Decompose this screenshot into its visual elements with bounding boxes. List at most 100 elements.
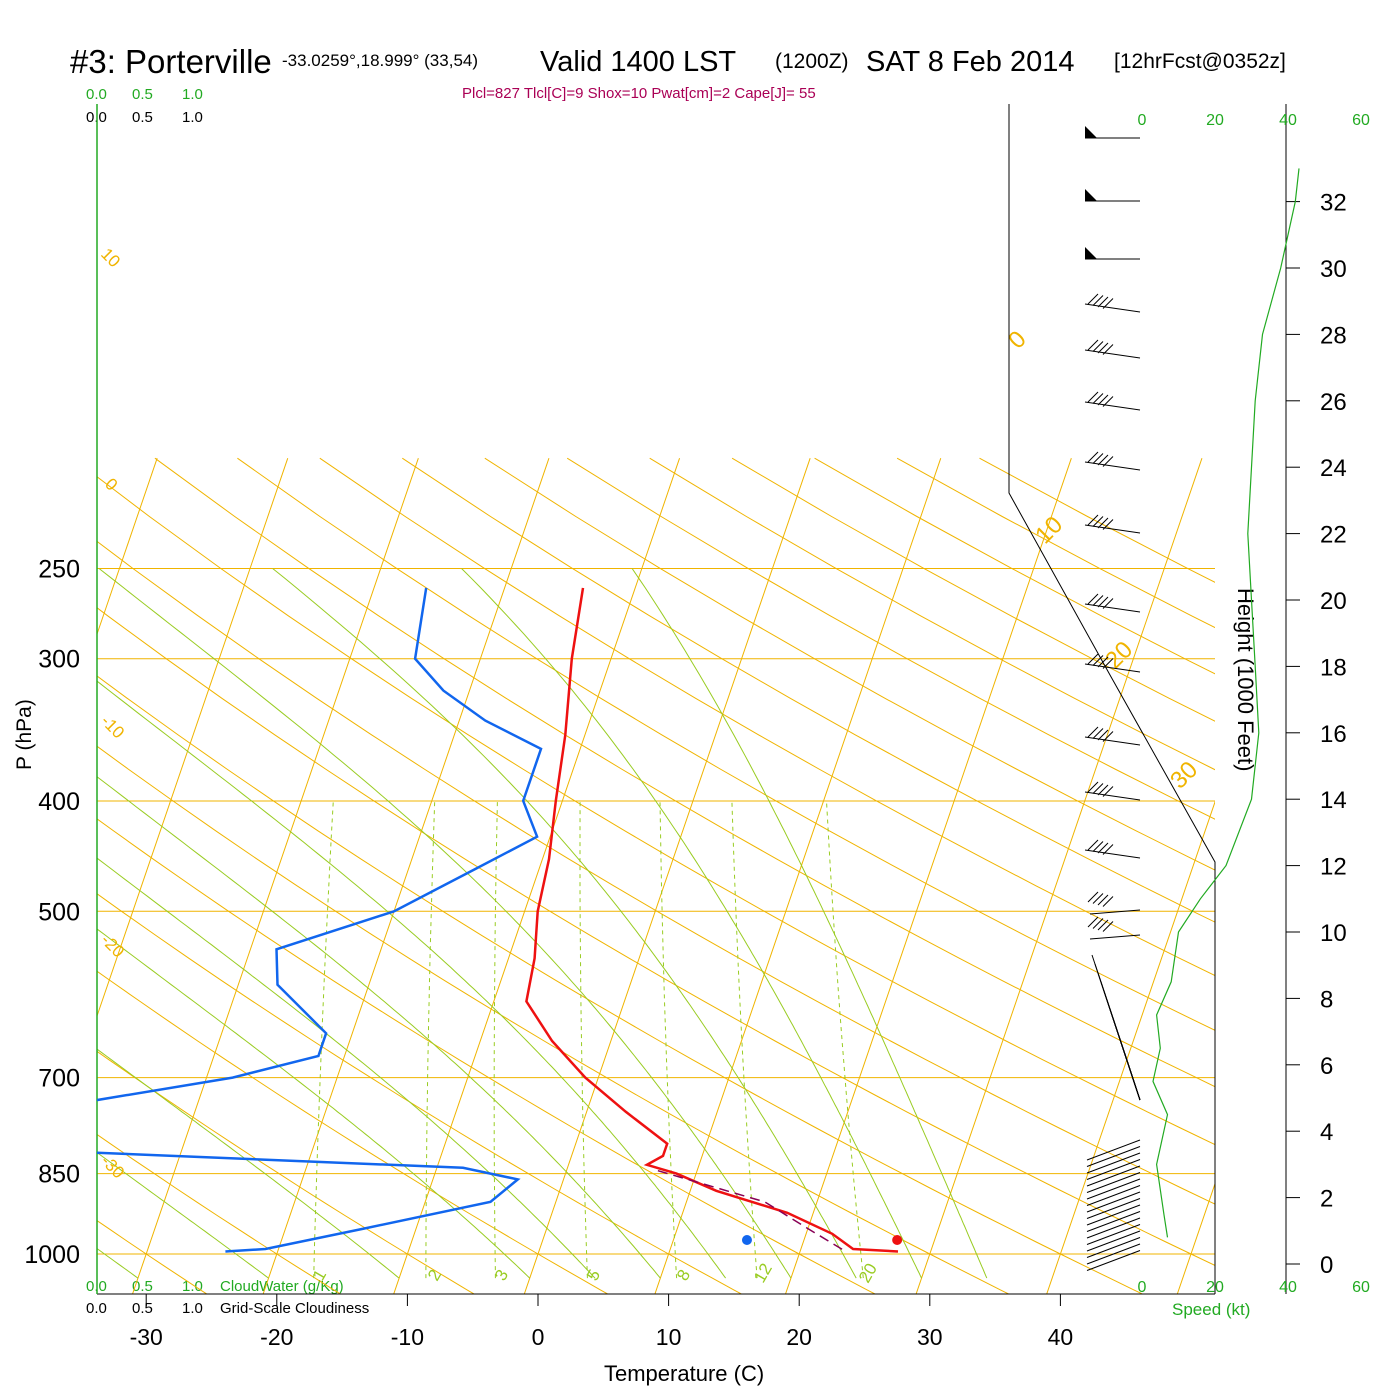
wind-barb-feather: [1097, 729, 1109, 741]
temperature-line: [525, 587, 899, 1253]
wind-barb-feather: [1097, 656, 1109, 668]
wind-barb-feather: [1102, 658, 1114, 669]
mixing-ratio-label: 2: [424, 1266, 445, 1284]
wind-barb-pennant: [1085, 189, 1097, 201]
isotherm-label: 30: [1165, 756, 1203, 794]
station-title: #3: Porterville: [70, 43, 272, 80]
pressure-tick-label: 1000: [24, 1241, 80, 1269]
wind-barb: [1084, 849, 1141, 859]
plot-frame: [97, 104, 1216, 1295]
mixing-ratio-line: [579, 800, 588, 1279]
mixing-ratio-line: [826, 800, 864, 1279]
dry-adiabat-line: [97, 745, 1010, 1294]
dry-adiabat-line: [97, 476, 1215, 1146]
isotherm-label: 0: [1003, 326, 1032, 355]
wind-barb: [1084, 303, 1141, 313]
wind-barb-feather: [1102, 731, 1114, 742]
cloudwater-tick-bottom: 0.5: [132, 1278, 153, 1295]
isotherm-line: [915, 458, 1203, 1294]
wind-barb-feather: [1087, 726, 1099, 738]
wind-barb: [1086, 1152, 1141, 1174]
wind-barb: [1084, 524, 1141, 534]
temperature-tick-label: -10: [391, 1324, 424, 1350]
wind-barb: [1086, 1250, 1141, 1271]
cloudwater-label: CloudWater (g/Kg): [220, 1278, 344, 1295]
wind-barb-feather: [1102, 396, 1114, 407]
pressure-axis: 250 300 400 500 700 850 1000: [24, 556, 80, 1269]
wind-barb-feather: [1102, 896, 1114, 907]
wind-speed-line: [1152, 168, 1300, 1238]
wind-barb: [1089, 934, 1141, 940]
moist-adiabat-line: [97, 1151, 269, 1279]
wind-barb-feather: [1097, 296, 1109, 308]
speed-axis-label: Speed (kt): [1172, 1300, 1250, 1319]
speed-tick-label-bottom: 40: [1279, 1279, 1297, 1296]
dewpoint-line: [97, 587, 543, 1253]
wind-barb: [1086, 1178, 1141, 1200]
mixing-ratio-line: [493, 800, 498, 1279]
wind-barb-feather: [1092, 841, 1104, 852]
pressure-tick-label: 400: [38, 788, 80, 816]
wind-barb-feather: [1097, 517, 1109, 529]
forecast-info: [12hrFcst@0352z]: [1114, 50, 1286, 73]
moist-adiabat-line: [461, 568, 922, 1279]
cloud-scale-bottom: 0.0 0.5 1.0 CloudWater (g/Kg) 0.0 0.5 1.…: [86, 1278, 369, 1317]
isotherm-line: [1046, 800, 1215, 1294]
cloudwater-tick-top: 0.0: [86, 86, 107, 103]
height-tick-label: 10: [1320, 920, 1347, 947]
wind-barb: [1089, 909, 1141, 915]
wind-barb: [1086, 1159, 1141, 1180]
wind-barb-feather: [1087, 391, 1099, 403]
wind-barb: [1086, 1243, 1141, 1265]
dry-adiabat-line: [566, 457, 1215, 820]
dry-adiabat-line: [97, 1133, 342, 1294]
wind-barb-feather: [1087, 593, 1099, 605]
wind-barb-feather: [1092, 516, 1104, 527]
wind-barb-feather: [1097, 894, 1109, 906]
isotherm-line: [131, 458, 419, 1294]
dry-adiabat-line: [402, 457, 1215, 923]
height-tick-label: 26: [1320, 389, 1347, 416]
height-tick-label: 28: [1320, 322, 1347, 349]
cloud-scale-top: 0.0 0.5 1.0 0.0 0.5 1.0: [86, 86, 203, 126]
wind-barb-feather: [1102, 786, 1114, 797]
dry-adiabat-line: [97, 893, 743, 1294]
wind-barb-feather: [1087, 781, 1099, 793]
temperature-tick-label: -20: [260, 1324, 293, 1350]
y-axis-label: P (hPa): [13, 699, 36, 770]
wind-barb-feather: [1097, 842, 1109, 854]
temperature-tick-label: 0: [532, 1324, 545, 1350]
dry-adiabat-line: [649, 457, 1215, 771]
dry-adiabat-label: 10: [97, 244, 124, 271]
dry-adiabat-label: 0: [101, 474, 121, 494]
dry-adiabat-line: [319, 457, 1215, 977]
cloudiness-tick-bottom: 1.0: [182, 1300, 203, 1317]
cloudiness-tick-bottom: 0.5: [132, 1300, 153, 1317]
wind-speed-profile: [1152, 168, 1300, 1238]
wind-barb-feather: [1092, 918, 1104, 929]
pressure-tick-label: 300: [38, 646, 80, 674]
wind-barb-feather: [1087, 514, 1099, 526]
temperature-tick-label: 10: [656, 1324, 682, 1350]
pressure-tick-label: 500: [38, 898, 80, 926]
height-tick-label: 24: [1320, 455, 1347, 482]
dry-adiabat-line: [97, 675, 1144, 1294]
cloudwater-tick-top: 0.5: [132, 86, 153, 103]
surface-dewpoint-dot: [741, 1235, 752, 1245]
wind-barb-feather: [1092, 295, 1104, 306]
dry-adiabat-line: [237, 457, 1215, 1031]
wind-barb-feather: [1102, 519, 1114, 530]
height-tick-label: 20: [1320, 588, 1347, 615]
wind-barb: [1084, 663, 1141, 673]
x-axis-label: Temperature (C): [604, 1361, 764, 1386]
dry-adiabat-line: [154, 457, 1215, 1088]
speed-tick-label-bottom: 0: [1138, 1279, 1147, 1296]
wind-barb-feather: [1102, 844, 1114, 855]
cloudiness-tick-bottom: 0.0: [86, 1300, 107, 1317]
wind-barb: [1086, 1217, 1141, 1239]
wind-barb: [1086, 1204, 1141, 1226]
wind-barb: [1084, 736, 1141, 746]
